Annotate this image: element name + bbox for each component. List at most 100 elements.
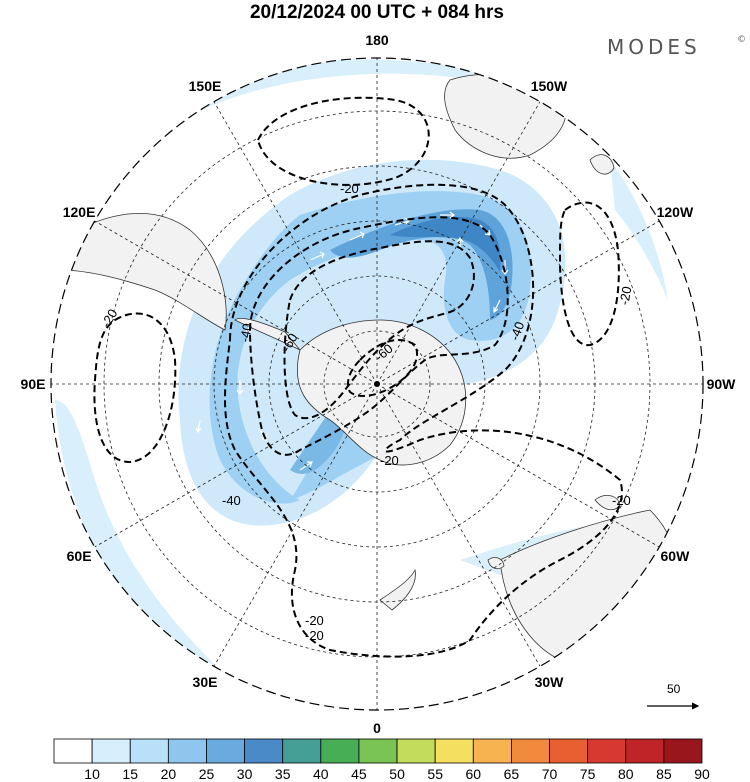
south-pole-marker [374,381,380,387]
tasmania [487,557,505,570]
wind-arrow [493,299,501,314]
longitude-label: 0 [373,720,381,736]
madagascar [589,154,615,175]
colorbar-tick-label: 80 [618,766,634,782]
colorbar-swatch [91,738,131,764]
colorbar-tick-label: 75 [580,766,596,782]
colorbar-swatch [396,738,436,764]
new-zealand-north [594,495,621,511]
wind-arrow [195,419,202,434]
map-disc: -20 -20 -20 -20 -20 -20 -40 -40 -40 -60 … [51,58,703,710]
colorbar-tick-label: 20 [161,766,177,782]
colorbar-swatch [167,738,207,764]
wind-arrow [636,287,644,300]
longitude-label: 180 [365,32,389,48]
wind-arrow [245,319,252,336]
brand-mark: © [737,35,746,45]
colorbar-tick-label: 45 [351,766,367,782]
colorbar-tick-label: 65 [504,766,520,782]
wind-arrow [299,461,313,471]
contour-outer-20 [224,183,623,658]
longitude-label: 90W [707,376,737,392]
longitude-label: 60E [67,548,92,564]
wind-arrow [440,211,455,219]
colorbar-swatch [206,738,245,764]
contour-label: -40 [222,493,241,508]
longitude-label: 60W [661,548,691,564]
latitude-circle [323,330,431,438]
contour-north [256,96,430,186]
colorbar-swatch [434,738,474,764]
longitude-label: 30W [535,674,565,690]
wind-arrow [556,317,564,330]
new-zealand-south [379,568,416,611]
wind-arrow [299,104,315,112]
wind-arrow [405,91,420,99]
wind-arrow [349,231,365,241]
meridian-line [94,220,378,385]
brand-name: MODES [607,35,701,59]
meridian-lines [51,58,703,710]
vector-reference-value: 50 [667,682,681,696]
colorbar-tick-label: 90 [694,766,710,782]
colorbar-swatch [587,738,627,764]
longitude-label: 30E [193,674,218,690]
meridian-line [376,383,541,667]
contour-label: -20 [340,181,359,196]
colorbar-tick-label: 10 [84,766,100,782]
colorbar-tick-label: 50 [389,766,405,782]
longitude-label: 90E [21,376,46,392]
meridian-line [94,383,378,548]
longitude-label: 150E [189,78,222,94]
contour-west [93,312,177,464]
contour-label: -20 [616,285,634,306]
graticule [51,58,703,710]
colorbar-swatch [358,738,398,764]
colorbar-tick-label: 15 [122,766,138,782]
contour-label: -20 [305,613,324,628]
contour-east [558,201,620,347]
meridian-line [376,220,660,385]
contour-label: -40 [237,322,255,343]
colorbar-swatch [472,738,512,764]
south-america [59,212,227,331]
wind-arrow [345,91,360,99]
colorbar-swatch [663,738,703,764]
contour-60 [283,240,475,420]
colorbar-tick-label: 85 [656,766,672,782]
colorbar-tick-label: 70 [542,766,558,782]
colorbar-swatch [625,738,665,764]
meridian-line [213,383,378,667]
longitude-labels: 0 30E 60E 90E 120E 150E 180 150W 120W 90W 60W 30W [21,32,737,736]
colorbar-tick-label: 55 [427,766,443,782]
colorbar-tick-label: 30 [237,766,253,782]
colorbar-tick-label: 35 [275,766,291,782]
contours [93,96,623,658]
longitude-label: 120W [657,204,694,220]
colorbar-swatch [244,738,284,764]
vector-reference: 50 [647,682,700,710]
contour-label: -40 [507,320,528,343]
wind-vectors [195,91,644,471]
brand-logo: MODES © [607,35,746,59]
colorbar-tick-label: 60 [466,766,482,782]
colorbar-swatch [511,738,550,764]
colorbar-swatch [53,738,93,764]
colorbar-tick-label: 25 [199,766,215,782]
contour-60-inner [347,339,418,397]
wind-band-core [390,216,501,272]
contour-label: -20 [380,453,399,468]
wind-band-light-outer-east [610,160,668,300]
contour-40 [248,216,509,456]
colorbar-swatch [129,738,169,764]
wind-arrow [236,380,244,395]
contour-label: -20 [305,628,324,643]
longitude-label: 120E [63,204,96,220]
wind-arrow [309,251,325,261]
wind-band-light-outer-sw [55,400,215,665]
meridian-line [376,101,541,385]
colorbar: 10 15 20 25 30 35 40 45 50 55 60 65 70 75 80 85 90 [53,738,710,782]
meridian-line [213,101,378,385]
colorbar-swatch [549,738,589,764]
